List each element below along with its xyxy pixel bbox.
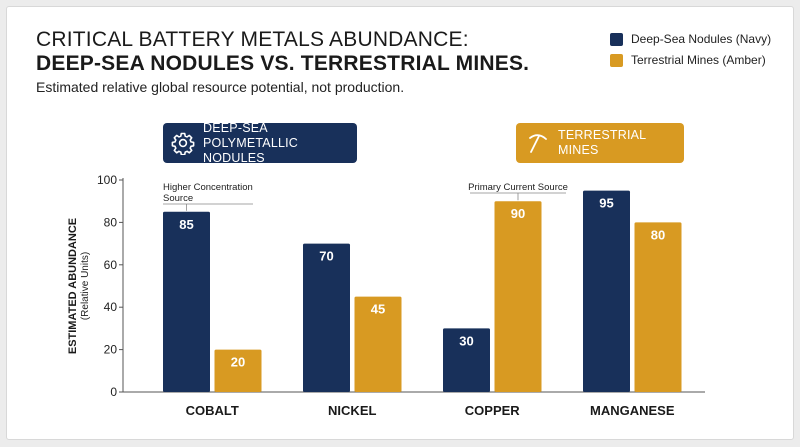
bar-nickel-series-2 — [354, 296, 402, 392]
bar-value-label: 70 — [319, 249, 333, 264]
annotation-text: Primary Current Source — [468, 182, 568, 193]
y-axis-sublabel: (Relative Units) — [80, 252, 91, 320]
x-tick-label: COPPER — [465, 403, 521, 418]
bar-nickel-series-1 — [303, 243, 350, 392]
bar-value-label: 95 — [599, 196, 613, 211]
annotation-text: Source — [163, 193, 193, 204]
nodules-tag-label: DEEP-SEA POLYMETALLIC NODULES — [203, 120, 299, 165]
bar-value-label: 45 — [371, 302, 385, 317]
bar-value-label: 30 — [459, 333, 473, 348]
legend-swatch-nodules — [610, 32, 623, 46]
y-tick-label: 20 — [104, 343, 118, 357]
y-tick-label: 80 — [104, 215, 118, 229]
legend-item-nodules: Deep-Sea Nodules (Navy) — [610, 30, 771, 48]
bar-value-label: 80 — [651, 227, 665, 242]
y-axis-title: ESTIMATED ABUNDANCE (Relative Units) — [67, 218, 91, 354]
y-tick-label: 40 — [104, 300, 118, 314]
legend-label-nodules: Deep-Sea Nodules (Navy) — [631, 32, 772, 46]
chart-title-line1: CRITICAL BATTERY METALS ABUNDANCE: — [36, 28, 469, 51]
gear-icon — [171, 132, 195, 155]
bar-copper-series-2 — [494, 201, 542, 392]
bar-value-label: 20 — [231, 355, 245, 370]
y-tick-label: 100 — [97, 173, 117, 187]
bar-manganese-series-1 — [583, 190, 630, 392]
bar-copper-series-1 — [443, 328, 490, 392]
nodules-category-tag: DEEP-SEA POLYMETALLIC NODULES — [163, 120, 357, 165]
chart-legend: Deep-Sea Nodules (Navy) Terrestrial Mine… — [610, 30, 771, 72]
x-tick-label: COBALT — [186, 403, 239, 418]
legend-item-mines: Terrestrial Mines (Amber) — [610, 51, 771, 69]
chart-subtitle: Estimated relative global resource poten… — [36, 79, 405, 95]
legend-label-mines: Terrestrial Mines (Amber) — [631, 53, 766, 67]
bar-value-label: 90 — [511, 206, 525, 221]
bar-manganese-series-2 — [634, 222, 682, 392]
bar-cobalt-series-2 — [214, 349, 262, 392]
legend-swatch-mines — [610, 53, 623, 67]
y-tick-label: 0 — [110, 385, 117, 399]
bar-cobalt-series-1 — [163, 211, 210, 392]
y-tick-label: 60 — [104, 258, 118, 272]
x-tick-label: NICKEL — [328, 403, 376, 418]
bar-value-label: 85 — [179, 217, 193, 232]
y-axis-label: ESTIMATED ABUNDANCE — [67, 218, 79, 354]
annotation-text: Higher Concentration — [163, 182, 253, 193]
mines-tag-label: TERRESTRIAL MINES — [558, 128, 646, 157]
pickaxe-icon — [529, 134, 547, 153]
x-tick-label: MANGANESE — [590, 403, 675, 418]
chart-title-line2: DEEP-SEA NODULES VS. TERRESTRIAL MINES. — [36, 52, 530, 75]
mines-category-tag: TERRESTRIAL MINES — [516, 123, 684, 163]
